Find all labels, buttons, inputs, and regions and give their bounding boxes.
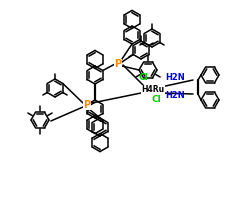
Text: Cl: Cl xyxy=(151,95,161,104)
Text: Cl: Cl xyxy=(138,73,148,82)
Text: H2N: H2N xyxy=(165,92,185,100)
Text: P: P xyxy=(114,59,122,69)
Text: H4Ru: H4Ru xyxy=(141,86,165,95)
Text: H2N: H2N xyxy=(165,73,185,82)
Text: P: P xyxy=(84,100,90,110)
